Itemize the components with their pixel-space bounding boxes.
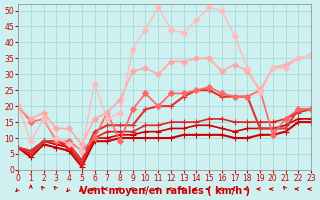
X-axis label: Vent moyen/en rafales ( km/h ): Vent moyen/en rafales ( km/h ) [80,186,250,196]
